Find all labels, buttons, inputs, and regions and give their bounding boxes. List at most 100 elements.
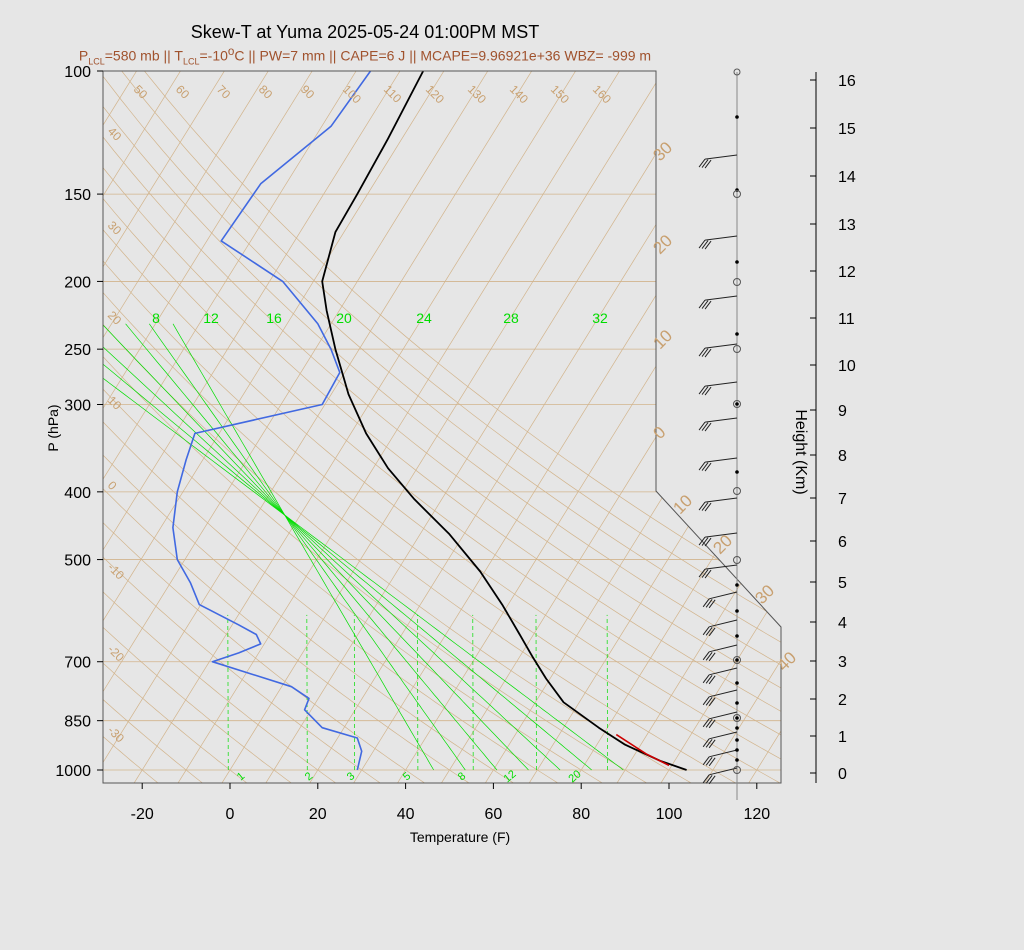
y-tick-label: 1000 [55,763,91,780]
wind-barb-feather [701,462,709,471]
isotherm-line [792,39,1024,785]
height-dot [735,115,739,119]
wind-barb [704,154,738,160]
dry-adiabat-line [103,71,781,783]
y-tick-label: 850 [64,714,91,731]
x-tick-label: 120 [743,806,770,823]
wind-barb-feather [701,159,709,168]
wind-barb-feather [705,775,713,784]
height-dot [735,701,739,705]
y-tick-label: 250 [64,342,91,359]
wind-barb-feather [705,697,713,706]
isotherm-label-left: 10 [105,393,125,413]
height-dot [735,402,739,406]
isotherm-line [103,71,508,783]
plot-frame [102,70,782,784]
dry-adiabat-line [103,71,781,783]
wind-barb-feather [698,299,706,309]
dry-adiabat-line [103,71,606,783]
wind-barb [709,644,738,653]
x-tick-label: 80 [572,806,590,823]
isotherm-line [103,71,377,783]
wind-barb [709,767,738,776]
height-tick-label: 14 [838,169,856,186]
height-tick-label: 9 [838,403,847,420]
wind-barb-feather [704,537,712,547]
wind-barb-feather [701,569,709,578]
isotherm-line [0,39,25,785]
height-axis-label: Height (Km) [792,409,809,494]
height-dot [735,609,739,613]
wind-barb-feather [708,675,716,685]
wind-barb [704,235,738,241]
height-tick-label: 7 [838,491,847,508]
isotherm-line [103,71,421,783]
wind-barb-feather [704,502,712,512]
wind-barb-feather [702,696,710,706]
isotherm-line [103,71,245,783]
wind-barb-feather [701,537,709,546]
height-marker [733,400,741,408]
height-tick-label: 16 [838,73,856,90]
wind-top-marker [733,68,741,76]
wind-barb-feather [708,757,716,767]
isotherm-label-right: 40 [773,648,800,675]
isotherm-label-top: 150 [548,82,572,106]
x-axis-label: Temperature (F) [410,829,510,845]
wind-barb-feather [704,462,712,472]
wind-barb [704,295,738,301]
dry-adiabat-line [103,71,781,783]
moist-adiabat-label: 28 [503,310,519,326]
wind-barb-feather [701,348,709,357]
isotherm-label-right: 30 [751,581,778,608]
height-tick-label: 15 [838,121,856,138]
x-tick-label: 40 [397,806,415,823]
wind-barb-feather [704,422,712,432]
height-tick-label: 13 [838,217,856,234]
isotherm-line [308,71,772,783]
mixing-ratio-label: 1 [235,770,247,783]
wind-barb [704,343,738,349]
moist-adiabat-label: 8 [152,310,160,326]
wind-barb-feather [698,347,706,357]
dry-adiabat-line [103,71,781,783]
moist-adiabat-label: 20 [336,310,352,326]
wind-barb-feather [708,775,716,785]
x-tick-label: 100 [656,806,683,823]
wind-barb [709,619,738,628]
wind-barb-feather [698,568,706,578]
chart-subtitle: PLCL=580 mb || TLCL=-10oC || PW=7 mm || … [78,45,652,67]
dry-adiabat-line [103,71,250,783]
isotherm-line [352,71,781,783]
height-marker [733,766,741,774]
x-tick-label: 60 [485,806,503,823]
wind-barb-feather [702,718,710,728]
dry-adiabat-line [103,71,781,783]
mixing-ratio-label: 3 [345,770,357,783]
isotherm-line [967,39,1024,785]
height-dot [735,726,739,730]
isotherm-label-top: 50 [131,82,151,102]
isotherm-label-right: 20 [649,231,676,258]
dry-adiabat-line [103,71,561,783]
wind-barb-feather [708,599,716,609]
moist-adiabat-line [125,323,498,771]
x-tick-label: -20 [131,806,154,823]
isotherm-line [1011,39,1024,785]
height-tick-label: 5 [838,575,847,592]
height-tick-label: 0 [838,766,847,783]
height-tick-label: 3 [838,654,847,671]
moist-adiabat-line [103,323,529,771]
wind-barb-feather [701,240,709,249]
series-dewpoint-line [172,71,372,771]
wind-barb-feather [701,422,709,431]
moist-adiabat-label: 24 [416,310,432,326]
wind-barb-feather [705,627,713,636]
wind-barb-feather [704,348,712,358]
wind-barb [709,711,738,720]
wind-barb-feather [705,675,713,684]
wind-barb-feather [702,756,710,766]
wind-barb-feather [698,461,706,471]
wind-barb-feather [702,738,710,748]
